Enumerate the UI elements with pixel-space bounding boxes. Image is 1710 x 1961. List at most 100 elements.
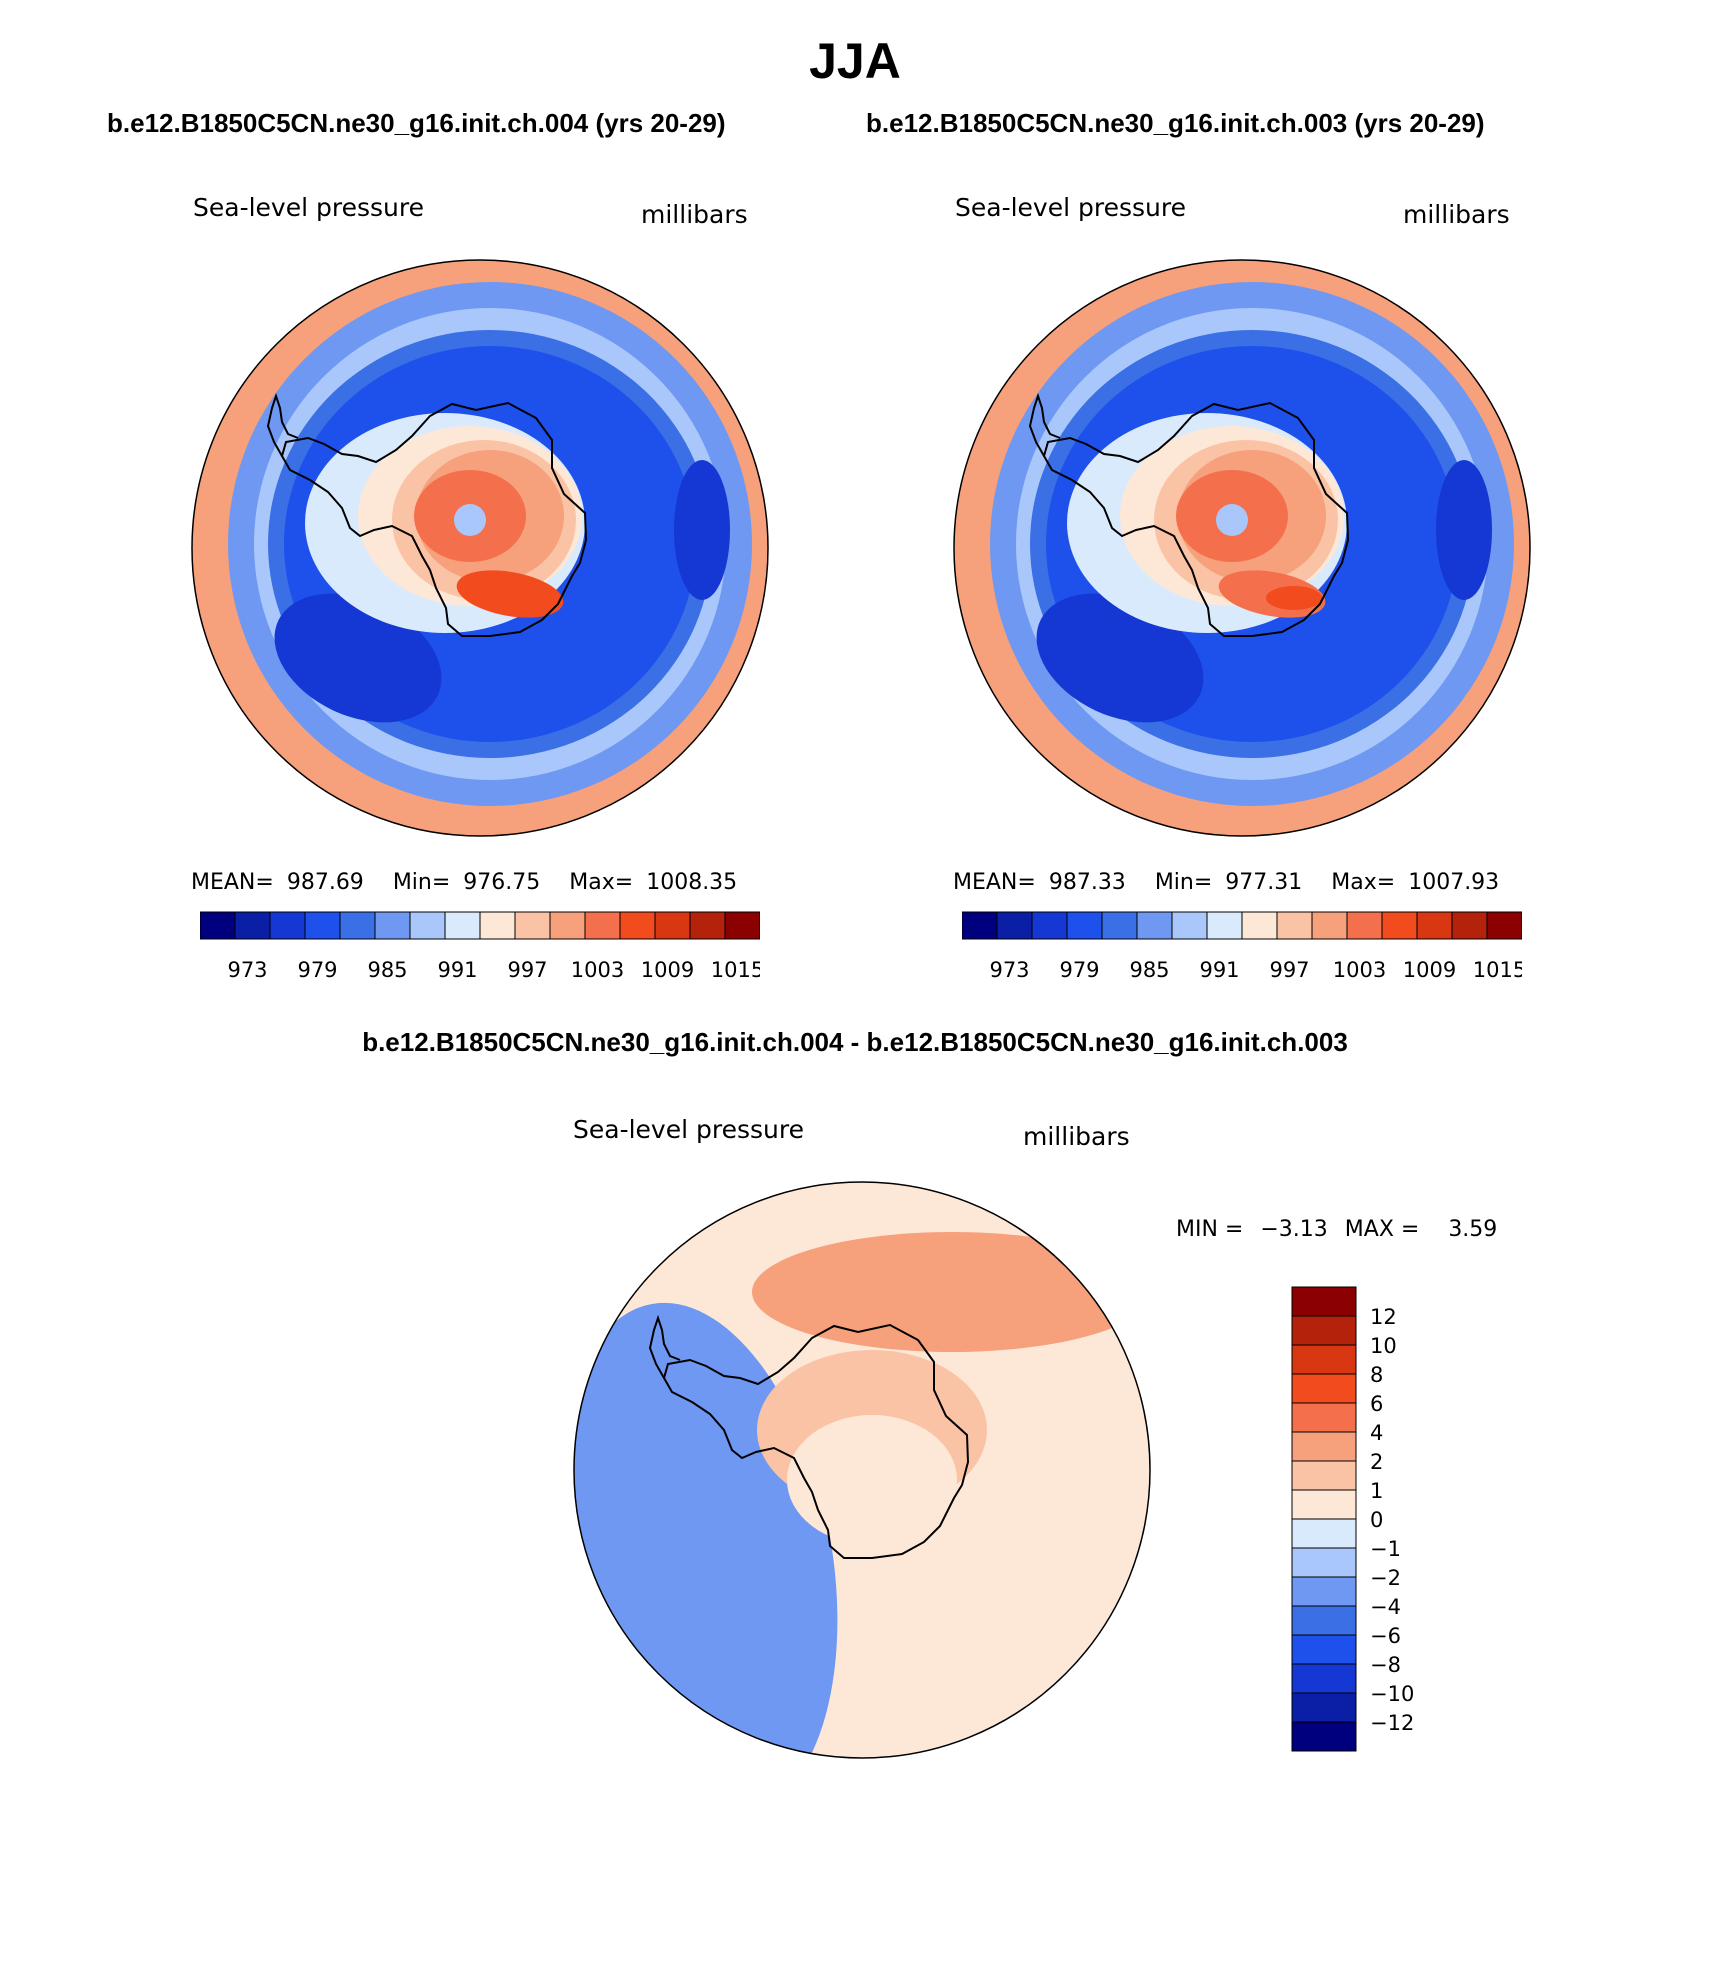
panel2-min-value: 977.31 bbox=[1225, 870, 1303, 895]
antarctica-coastline bbox=[1042, 401, 1350, 637]
map-boundary bbox=[191, 259, 769, 837]
colorbar-swatch bbox=[619, 911, 656, 940]
colorbar-swatch bbox=[1291, 1692, 1357, 1723]
colorbar-swatch bbox=[1291, 1721, 1357, 1752]
colorbar-tick-label: −2 bbox=[1370, 1566, 1401, 1590]
panel2-map bbox=[953, 259, 1531, 837]
panel3-min-value: −3.13 bbox=[1260, 1217, 1328, 1242]
colorbar-swatch bbox=[1291, 1518, 1357, 1549]
colorbar-tick-label: 973 bbox=[989, 958, 1029, 982]
colorbar-swatch bbox=[1241, 911, 1278, 940]
colorbar-tick-label: 997 bbox=[507, 958, 547, 982]
panel3-map bbox=[573, 1181, 1151, 1759]
colorbar-swatch bbox=[1171, 911, 1208, 940]
colorbar-tick-label: −12 bbox=[1370, 1711, 1414, 1735]
antarctic-peninsula-coastline bbox=[1028, 392, 1061, 457]
panel1-min-value: 976.75 bbox=[463, 870, 541, 895]
colorbar-tick-label: 2 bbox=[1370, 1450, 1383, 1474]
colorbar-swatch bbox=[1031, 911, 1068, 940]
colorbar-swatch bbox=[1291, 1489, 1357, 1520]
colorbar-swatch bbox=[409, 911, 446, 940]
colorbar-swatch bbox=[1311, 911, 1348, 940]
panel1-max-value: 1008.35 bbox=[646, 870, 738, 895]
colorbar-swatch bbox=[1381, 911, 1418, 940]
panel3-units-label: millibars bbox=[1023, 1122, 1130, 1151]
panel3-stats: MIN = −3.13 MAX = 3.59 bbox=[1176, 1217, 1497, 1242]
colorbar-tick-label: 979 bbox=[297, 958, 337, 982]
panel2-max-value: 1007.93 bbox=[1408, 870, 1500, 895]
colorbar-tick-label: 997 bbox=[1269, 958, 1309, 982]
region-indian-sector bbox=[752, 1232, 1150, 1352]
colorbar-tick-label: 12 bbox=[1370, 1305, 1397, 1329]
antarctic-peninsula-coastline bbox=[266, 392, 299, 457]
panel1-variable-label: Sea-level pressure bbox=[193, 193, 424, 222]
colorbar-swatch bbox=[1291, 1576, 1357, 1607]
panel3-max-value: 3.59 bbox=[1448, 1217, 1498, 1242]
colorbar-swatch bbox=[1291, 1663, 1357, 1694]
figure-title: JJA bbox=[809, 33, 901, 89]
case-title-right: b.e12.B1850C5CN.ne30_g16.init.ch.003 (yr… bbox=[866, 108, 1485, 138]
panel1-map bbox=[191, 259, 769, 837]
colorbar-tick-label: 10 bbox=[1370, 1334, 1397, 1358]
region-interior-dip bbox=[454, 504, 486, 536]
panel2-colorbar: 973 979 985 991 997 1003 1009 1015 bbox=[962, 911, 1522, 982]
colorbar-swatch bbox=[269, 911, 306, 940]
antarctica-coastline bbox=[662, 1323, 970, 1559]
region-interior-dip bbox=[1216, 504, 1248, 536]
case-title-left: b.e12.B1850C5CN.ne30_g16.init.ch.004 (yr… bbox=[107, 108, 726, 138]
panel1-mean-label: MEAN= bbox=[191, 870, 274, 895]
colorbar-tick-label: 1015 bbox=[711, 958, 760, 982]
panel2-mean-value: 987.33 bbox=[1048, 870, 1126, 895]
colorbar-swatch bbox=[1291, 1402, 1357, 1433]
panel3-max-label: MAX = bbox=[1344, 1217, 1420, 1242]
colorbar-swatch bbox=[1291, 1460, 1357, 1491]
colorbar-tick-label: 1003 bbox=[571, 958, 624, 982]
region-indian-low bbox=[1436, 460, 1492, 600]
colorbar-swatch bbox=[200, 911, 236, 940]
panel2-mean-label: MEAN= bbox=[953, 870, 1036, 895]
colorbar-swatch bbox=[1346, 911, 1383, 940]
panel3-min-label: MIN = bbox=[1176, 1217, 1244, 1242]
colorbar-swatch bbox=[1291, 1605, 1357, 1636]
colorbar-tick-label: −6 bbox=[1370, 1624, 1401, 1648]
colorbar-tick-label: 8 bbox=[1370, 1363, 1383, 1387]
colorbar-tick-label: 6 bbox=[1370, 1392, 1383, 1416]
colorbar-swatch bbox=[234, 911, 271, 940]
colorbar-swatch bbox=[689, 911, 726, 940]
colorbar-swatch bbox=[1291, 1344, 1357, 1375]
panel2-min-label: Min= bbox=[1154, 870, 1213, 895]
panel1-colorbar: 973 979 985 991 997 1003 1009 1015 bbox=[200, 911, 760, 982]
colorbar-swatch bbox=[549, 911, 586, 940]
colorbar-tick-label: 0 bbox=[1370, 1508, 1383, 1532]
colorbar-tick-label: 979 bbox=[1059, 958, 1099, 982]
colorbar-tick-label: −8 bbox=[1370, 1653, 1401, 1677]
colorbar-tick-label: 4 bbox=[1370, 1421, 1383, 1445]
colorbar-tick-label: 1009 bbox=[641, 958, 694, 982]
antarctica-coastline bbox=[280, 401, 588, 637]
colorbar-swatch bbox=[1416, 911, 1453, 940]
colorbar-swatch bbox=[1291, 1634, 1357, 1665]
panel1-stats: MEAN= 987.69 Min= 976.75 Max= 1008.35 bbox=[191, 870, 737, 895]
antarctic-peninsula-coastline bbox=[648, 1314, 681, 1379]
colorbar-swatch bbox=[304, 911, 341, 940]
panel3-variable-label: Sea-level pressure bbox=[573, 1115, 804, 1144]
colorbar-tick-label: 1 bbox=[1370, 1479, 1383, 1503]
region-ice-shelf bbox=[787, 1415, 957, 1545]
colorbar-tick-label: −4 bbox=[1370, 1595, 1401, 1619]
colorbar-swatch bbox=[1276, 911, 1313, 940]
panel2-max-label: Max= bbox=[1331, 870, 1396, 895]
colorbar-swatch bbox=[1451, 911, 1488, 940]
colorbar-tick-label: 1009 bbox=[1403, 958, 1456, 982]
colorbar-swatch bbox=[1136, 911, 1173, 940]
colorbar-swatch bbox=[1206, 911, 1243, 940]
colorbar-swatch bbox=[444, 911, 481, 940]
colorbar-swatch bbox=[1291, 1315, 1357, 1346]
panel1-max-label: Max= bbox=[569, 870, 634, 895]
map-boundary bbox=[573, 1181, 1151, 1759]
colorbar-swatch bbox=[1486, 911, 1522, 940]
colorbar-swatch bbox=[1291, 1286, 1357, 1317]
colorbar-tick-label: 991 bbox=[437, 958, 477, 982]
panel1-min-label: Min= bbox=[392, 870, 451, 895]
colorbar-tick-label: 991 bbox=[1199, 958, 1239, 982]
